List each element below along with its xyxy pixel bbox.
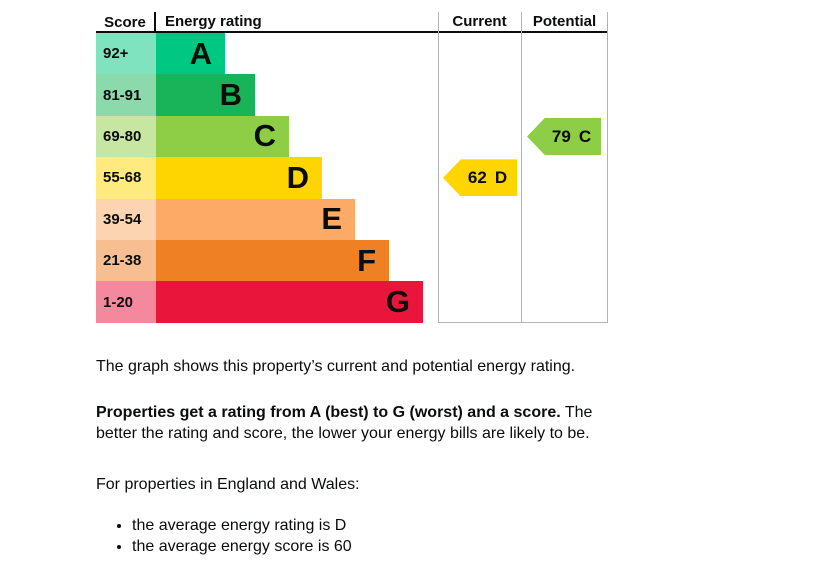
grid-line-potential bbox=[521, 12, 522, 323]
band-row-b: 81-91B bbox=[96, 74, 608, 115]
band-bar-g: G bbox=[156, 281, 423, 322]
region-paragraph: For properties in England and Wales: bbox=[96, 474, 612, 495]
band-row-g: 1-20G bbox=[96, 281, 608, 322]
grid-line-bottom bbox=[438, 322, 608, 323]
rating-explanation-paragraph: Properties get a rating from A (best) to… bbox=[96, 402, 612, 444]
score-range-d: 55-68 bbox=[96, 157, 156, 198]
band-bar-d: D bbox=[156, 157, 322, 198]
score-range-e: 39-54 bbox=[96, 199, 156, 240]
band-row-f: 21-38F bbox=[96, 240, 608, 281]
average-stats-list: the average energy rating is D the avera… bbox=[96, 515, 612, 558]
list-item-average-score: the average energy score is 60 bbox=[132, 536, 612, 558]
potential-rating-arrow-value: 79 bbox=[552, 127, 571, 147]
current-column-header: Current bbox=[438, 13, 521, 30]
chart-body: 92+A81-91B69-80C55-68D39-54E21-38F1-20G6… bbox=[96, 33, 608, 323]
list-item-average-rating: the average energy rating is D bbox=[132, 515, 612, 537]
band-bar-e: E bbox=[156, 199, 355, 240]
band-row-e: 39-54E bbox=[96, 199, 608, 240]
current-rating-arrow-letter: D bbox=[495, 168, 507, 188]
intro-paragraph: The graph shows this property’s current … bbox=[96, 356, 612, 377]
score-column-header: Score bbox=[96, 12, 156, 31]
score-range-a: 92+ bbox=[96, 33, 156, 74]
rating-explanation-bold: Properties get a rating from A (best) to… bbox=[96, 404, 561, 421]
band-bar-b: B bbox=[156, 74, 255, 115]
grid-line-current bbox=[438, 12, 439, 323]
grid-line-right bbox=[607, 12, 608, 323]
energy-rating-chart: Score Energy rating Current Potential 92… bbox=[96, 12, 608, 323]
potential-column-header: Potential bbox=[521, 13, 608, 30]
band-bar-f: F bbox=[156, 240, 389, 281]
current-rating-arrow-value: 62 bbox=[468, 168, 487, 188]
band-row-a: 92+A bbox=[96, 33, 608, 74]
energy-rating-column-header: Energy rating bbox=[156, 13, 438, 30]
band-row-d: 55-68D bbox=[96, 157, 608, 198]
potential-rating-arrow-letter: C bbox=[579, 127, 591, 147]
score-range-f: 21-38 bbox=[96, 240, 156, 281]
score-range-g: 1-20 bbox=[96, 281, 156, 322]
score-range-c: 69-80 bbox=[96, 116, 156, 157]
description-text: The graph shows this property’s current … bbox=[96, 356, 612, 558]
band-bar-a: A bbox=[156, 33, 225, 74]
band-bar-c: C bbox=[156, 116, 289, 157]
score-range-b: 81-91 bbox=[96, 74, 156, 115]
chart-header-row: Score Energy rating Current Potential bbox=[96, 12, 608, 33]
page: Score Energy rating Current Potential 92… bbox=[0, 0, 826, 558]
